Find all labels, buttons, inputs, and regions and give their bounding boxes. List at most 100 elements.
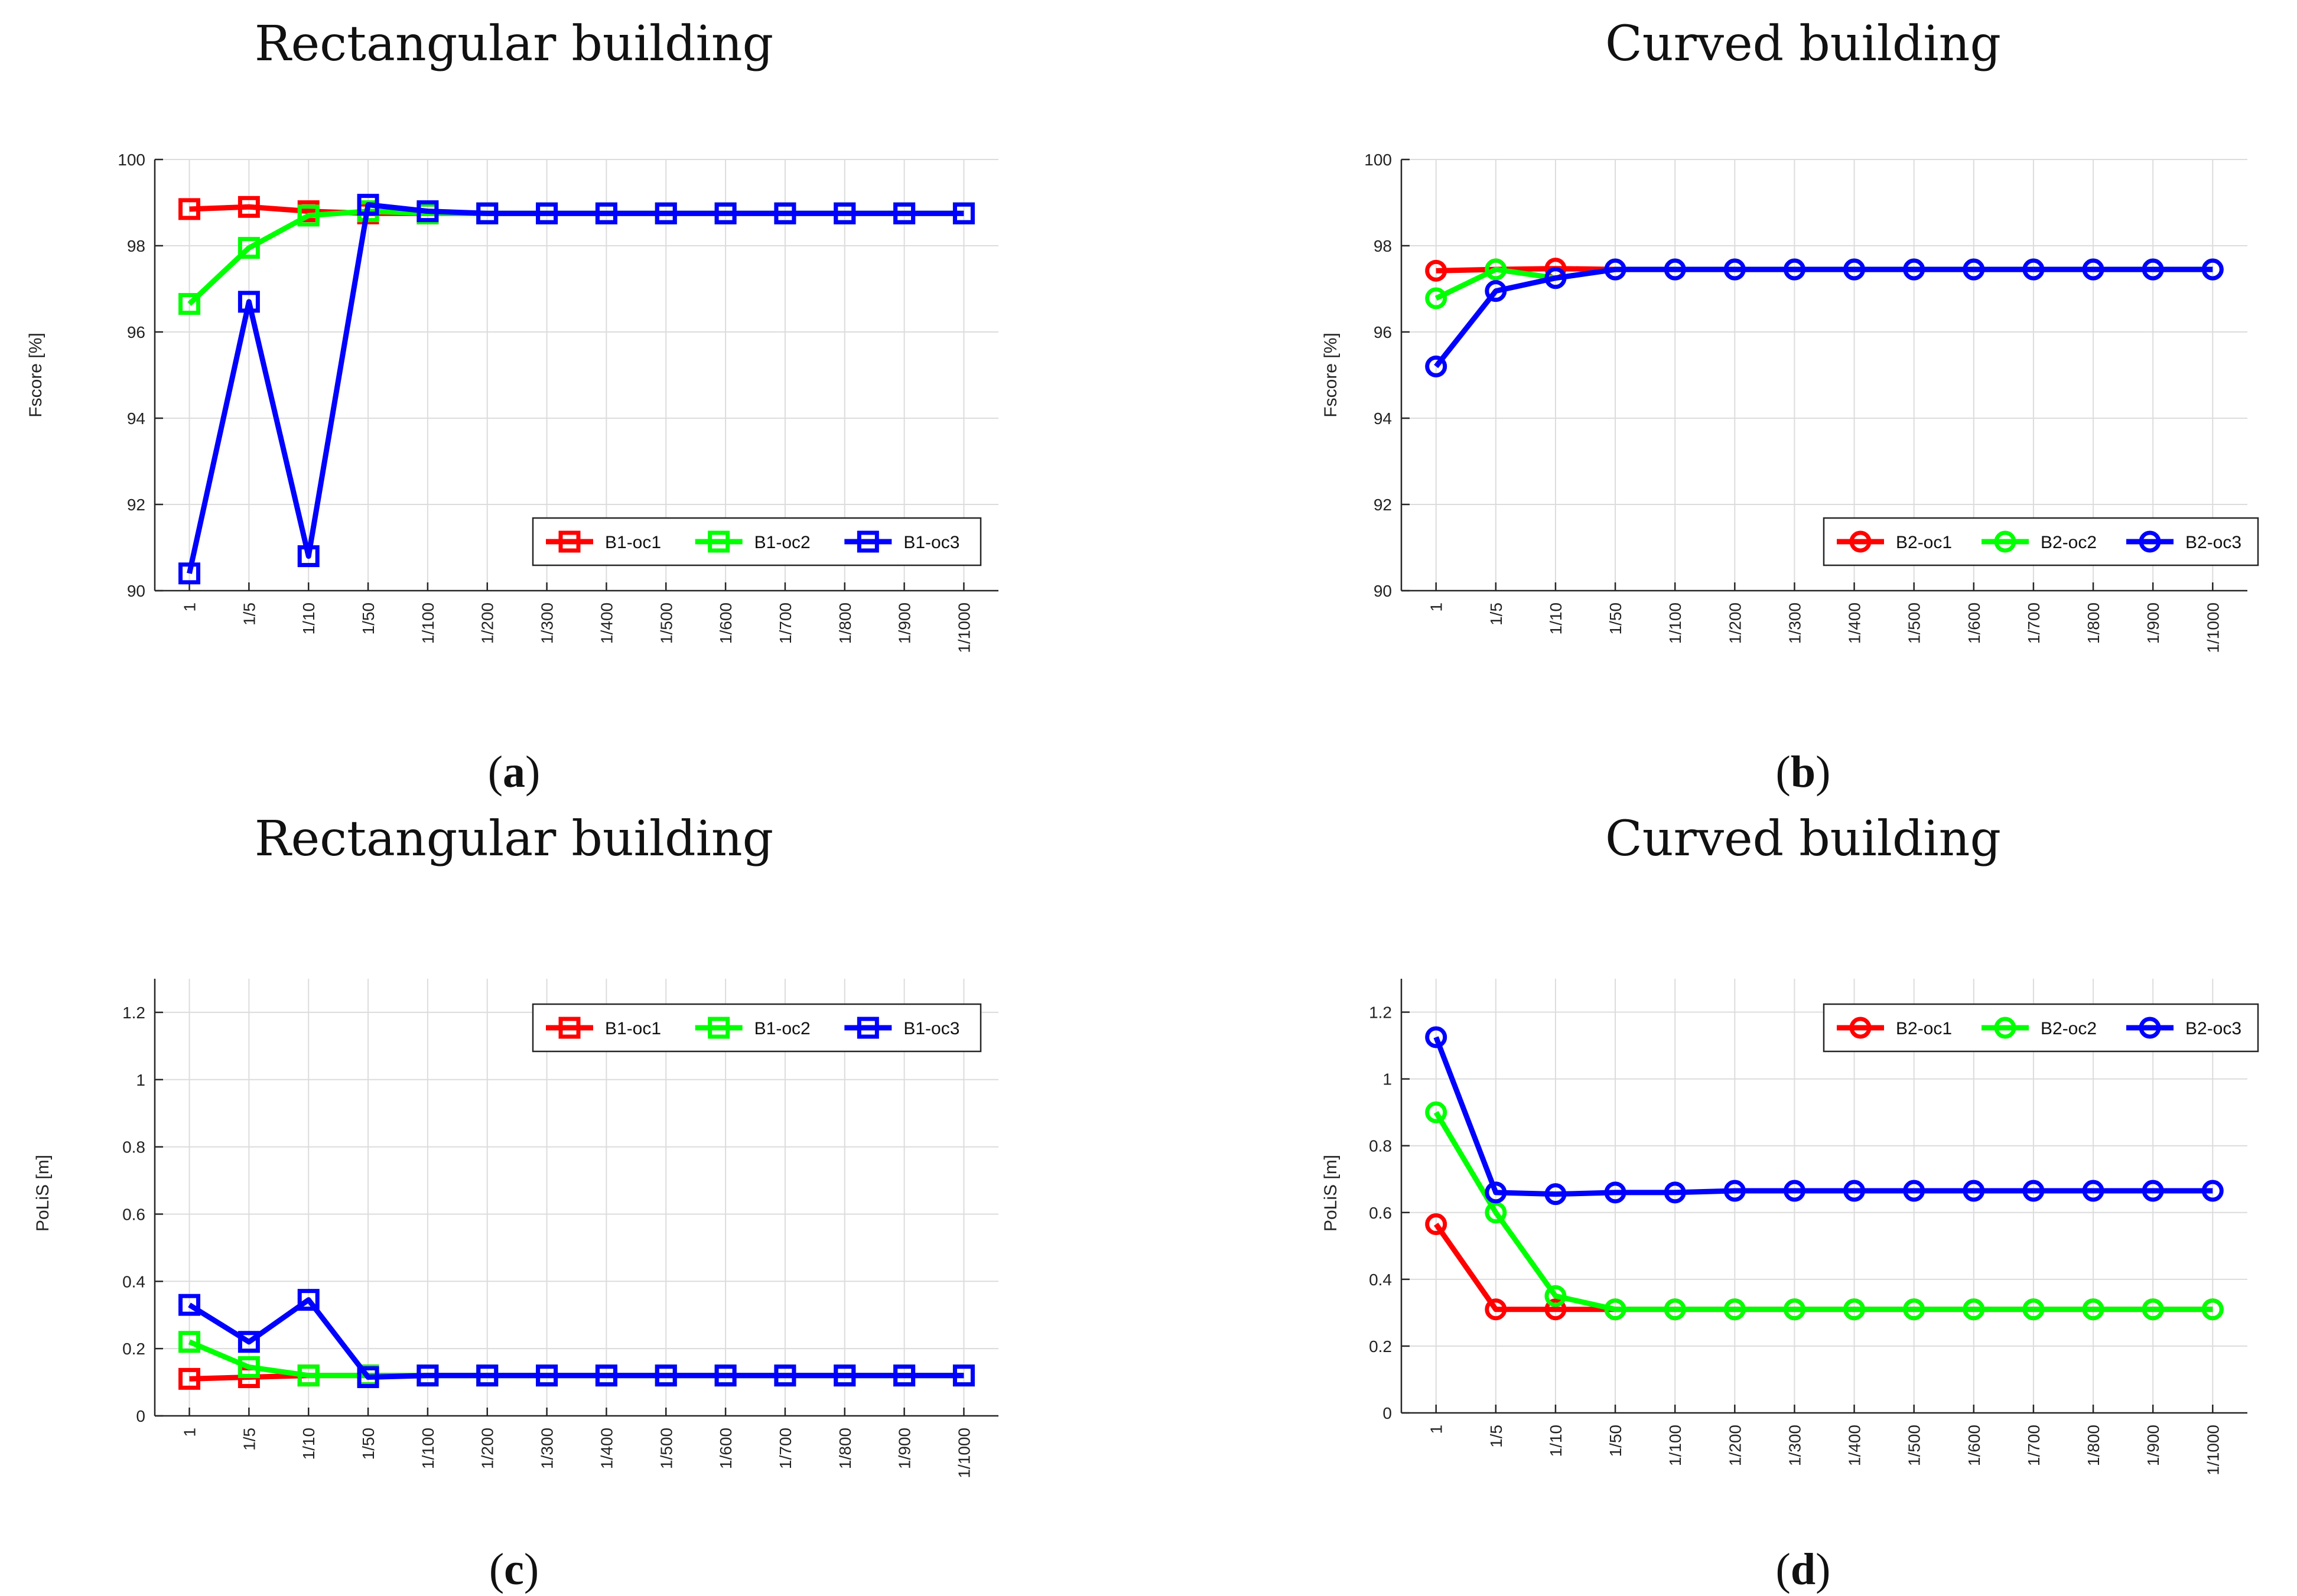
data-point	[237, 237, 260, 259]
panel-caption: (a)	[488, 747, 541, 797]
legend-marker	[1849, 1017, 1872, 1039]
x-tick-label: 1/10	[1547, 1425, 1565, 1457]
x-tick-label: 1/800	[2084, 602, 2103, 644]
y-tick-label: 0.4	[122, 1272, 145, 1291]
data-point	[1843, 1298, 1866, 1321]
chart-title: Rectangular building	[255, 811, 773, 867]
data-point	[357, 1366, 379, 1389]
legend-label: B2-oc3	[2185, 533, 2241, 552]
x-tick-label: 1/200	[1726, 602, 1744, 644]
legend-marker	[2139, 530, 2161, 553]
x-tick-label: 1/900	[896, 1428, 914, 1469]
legend-item: B2-oc1	[1837, 1017, 1952, 1039]
data-point	[1723, 258, 1746, 281]
x-tick-label: 1/800	[836, 1428, 854, 1469]
data-point	[655, 1364, 677, 1387]
data-point	[893, 202, 916, 224]
x-tick-label: 1/5	[240, 1428, 258, 1451]
data-point	[1723, 1180, 1746, 1202]
x-tick-label: 1/500	[1905, 1425, 1924, 1466]
grid	[1401, 159, 2247, 591]
x-tick-label: 1/300	[538, 602, 557, 644]
data-point	[178, 1294, 201, 1316]
data-point	[297, 1289, 320, 1311]
y-tick-label: 1.2	[1369, 1004, 1392, 1022]
series-B1-oc3	[178, 1289, 975, 1389]
x-tick-label: 1/500	[657, 1428, 675, 1469]
legend-marker	[857, 1017, 879, 1039]
legend-box	[1823, 1003, 2259, 1053]
data-point	[1425, 287, 1447, 310]
legend-marker	[558, 1017, 581, 1039]
data-point	[2022, 258, 2045, 281]
x-tick-label: 1/50	[359, 1428, 378, 1460]
y-tick-label: 1	[136, 1071, 145, 1089]
data-point	[2082, 1180, 2104, 1202]
data-point	[1544, 267, 1567, 289]
panel-caption: (d)	[1776, 1545, 1831, 1594]
data-point	[1544, 1183, 1567, 1206]
x-tick-label: 1/700	[2025, 602, 2043, 644]
series-line	[1434, 266, 2213, 301]
x-tick-label: 1/1000	[2204, 1425, 2222, 1476]
y-axis-label: PoLiS [m]	[1321, 1155, 1341, 1232]
data-point	[1963, 1180, 1985, 1202]
legend: B2-oc1 B2-oc2 B2-oc3	[1823, 1003, 2259, 1053]
data-point	[178, 562, 201, 585]
y-tick-label: 0	[136, 1407, 145, 1425]
data-point	[2142, 1180, 2164, 1202]
x-tick-label: 1/500	[657, 602, 675, 644]
data-point	[1425, 355, 1447, 377]
series-line	[188, 1339, 964, 1379]
data-point	[893, 1364, 916, 1387]
data-point	[834, 1364, 856, 1387]
legend-marker	[558, 530, 581, 553]
data-point	[2201, 258, 2224, 281]
y-axis-label: Fscore [%]	[1321, 333, 1341, 417]
x-tick-label: 1	[181, 1428, 199, 1437]
legend-label: B1-oc1	[605, 1019, 661, 1038]
legend-label: B1-oc3	[903, 533, 959, 552]
data-point	[178, 293, 201, 315]
x-tick-label: 1/5	[240, 602, 258, 626]
legend-box	[532, 1003, 982, 1053]
chart-b: Curved building (b) 90 92 94 96 98 100 1 1/5 1/10 1…	[1321, 16, 2259, 797]
y-tick-label: 94	[1374, 409, 1392, 428]
legend-label: B1-oc3	[903, 1019, 959, 1038]
x-tick-label: 1/50	[359, 602, 378, 635]
x-tick-label: 1/50	[1606, 602, 1625, 635]
x-tick-label: 1/900	[896, 602, 914, 644]
data-point	[1425, 259, 1447, 282]
data-point	[714, 1364, 737, 1387]
data-point	[1723, 1298, 1746, 1321]
data-point	[1843, 1180, 1866, 1202]
series-B2-oc3	[1425, 1026, 2224, 1206]
x-tick-label: 1/200	[1726, 1425, 1744, 1466]
legend-label: B2-oc2	[2041, 533, 2097, 552]
y-tick-label: 96	[1374, 323, 1392, 341]
x-tick-label: 1/900	[2144, 602, 2162, 644]
series-line	[1433, 1036, 2213, 1197]
y-tick-label: 0.2	[122, 1340, 145, 1358]
data-point	[1604, 1181, 1626, 1204]
data-point	[178, 198, 201, 220]
legend-label: B1-oc2	[754, 533, 811, 552]
y-tick-label: 0.2	[1369, 1337, 1392, 1356]
legend-label: B2-oc3	[2185, 1019, 2241, 1038]
x-tick-label: 1/300	[1785, 602, 1804, 644]
data-point	[1903, 258, 1925, 281]
legend-item: B2-oc2	[1982, 1017, 2097, 1039]
y-tick-label: 1	[1382, 1070, 1392, 1089]
legend-label: B2-oc1	[1896, 533, 1952, 552]
y-tick-label: 100	[118, 151, 145, 169]
x-tick-label: 1/700	[776, 602, 795, 644]
x-tick-label: 1/10	[300, 1428, 318, 1460]
x-tick-label: 1/5	[1487, 602, 1505, 626]
x-tick-label: 1/300	[1785, 1425, 1804, 1466]
legend-marker	[1994, 1017, 2016, 1039]
data-point	[595, 1364, 617, 1387]
x-tick-label: 1/600	[717, 1428, 735, 1469]
data-point	[1783, 1180, 1805, 1202]
data-point	[1544, 1285, 1567, 1307]
data-point	[2201, 1180, 2224, 1202]
